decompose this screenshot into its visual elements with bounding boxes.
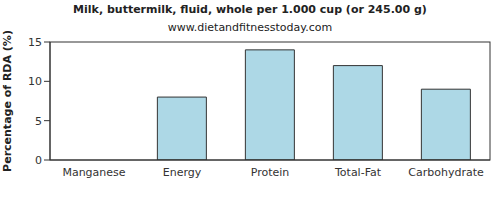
svg-text:www.dietandfitnesstoday.com: www.dietandfitnesstoday.com xyxy=(168,21,332,34)
svg-text:Percentage of RDA (%): Percentage of RDA (%) xyxy=(8,30,14,172)
svg-text:Energy: Energy xyxy=(163,166,202,179)
svg-text:5: 5 xyxy=(35,115,42,128)
svg-text:10: 10 xyxy=(28,75,42,88)
svg-text:15: 15 xyxy=(28,36,42,49)
svg-text:Total-Fat: Total-Fat xyxy=(334,166,382,179)
svg-text:Milk, buttermilk, fluid, whole: Milk, buttermilk, fluid, whole per 1.000… xyxy=(73,3,427,16)
svg-text:Protein: Protein xyxy=(251,166,290,179)
svg-text:Manganese: Manganese xyxy=(62,166,125,179)
svg-text:Carbohydrate: Carbohydrate xyxy=(408,166,484,179)
svg-text:0: 0 xyxy=(35,154,42,167)
